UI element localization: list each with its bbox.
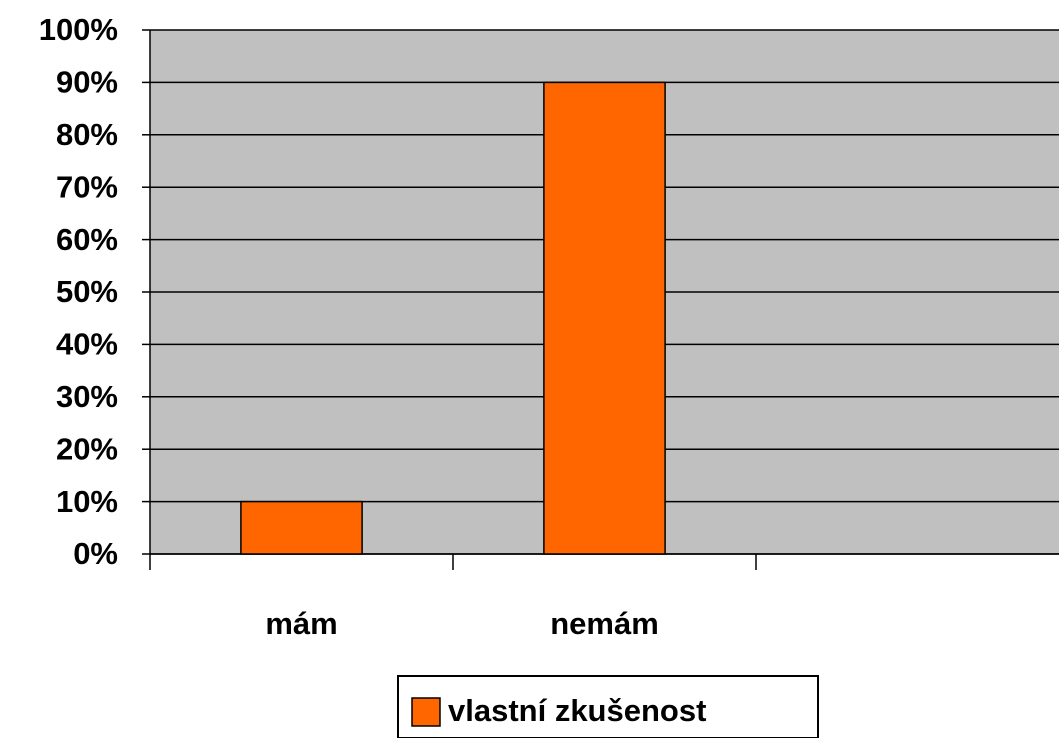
bar xyxy=(240,500,363,555)
y-tick-label: 50% xyxy=(56,274,118,309)
legend-swatch xyxy=(411,697,441,727)
y-tick-label: 30% xyxy=(56,379,118,414)
y-tick-label: 40% xyxy=(56,327,118,362)
bar xyxy=(543,81,666,555)
x-tick-label: mám xyxy=(265,606,337,641)
x-tick-label: nemám xyxy=(550,606,659,641)
y-tick-label: 90% xyxy=(56,65,118,100)
y-tick-label: 100% xyxy=(39,12,118,47)
legend-box xyxy=(397,675,819,738)
y-tick-label: 0% xyxy=(73,536,118,571)
y-tick-label: 70% xyxy=(56,169,118,204)
y-tick-label: 20% xyxy=(56,431,118,466)
y-tick-label: 60% xyxy=(56,222,118,257)
y-tick-label: 10% xyxy=(56,484,118,519)
y-tick-label: 80% xyxy=(56,117,118,152)
legend-label: vlastní zkušenost xyxy=(448,693,706,728)
